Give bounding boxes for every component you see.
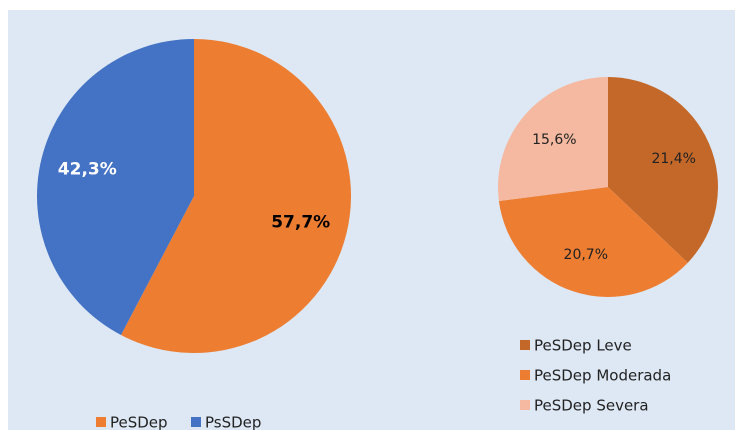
legend-label: PeSDep Severa [534, 397, 649, 415]
pie-slice [497, 76, 608, 202]
data-label: 20,7% [564, 247, 608, 263]
legend-swatch [96, 417, 106, 427]
legend-label: PeSDep Moderada [534, 367, 671, 385]
legend-swatch [520, 370, 530, 380]
pie-slice [36, 38, 195, 335]
legend-swatch [191, 417, 201, 427]
legend-label: PeSDep [110, 414, 168, 430]
legend-label: PeSDep Leve [534, 337, 632, 355]
data-label: 21,4% [651, 151, 695, 167]
legend-label: PsSDep [205, 414, 261, 430]
data-label: 57,7% [271, 212, 330, 232]
data-label: 15,6% [532, 132, 576, 148]
pie-slice [608, 77, 718, 263]
pie-slice [120, 39, 351, 353]
data-label: 42,3% [58, 160, 117, 180]
legend-swatch [520, 400, 530, 410]
legend-swatch [520, 340, 530, 350]
pie-slice [498, 187, 688, 298]
